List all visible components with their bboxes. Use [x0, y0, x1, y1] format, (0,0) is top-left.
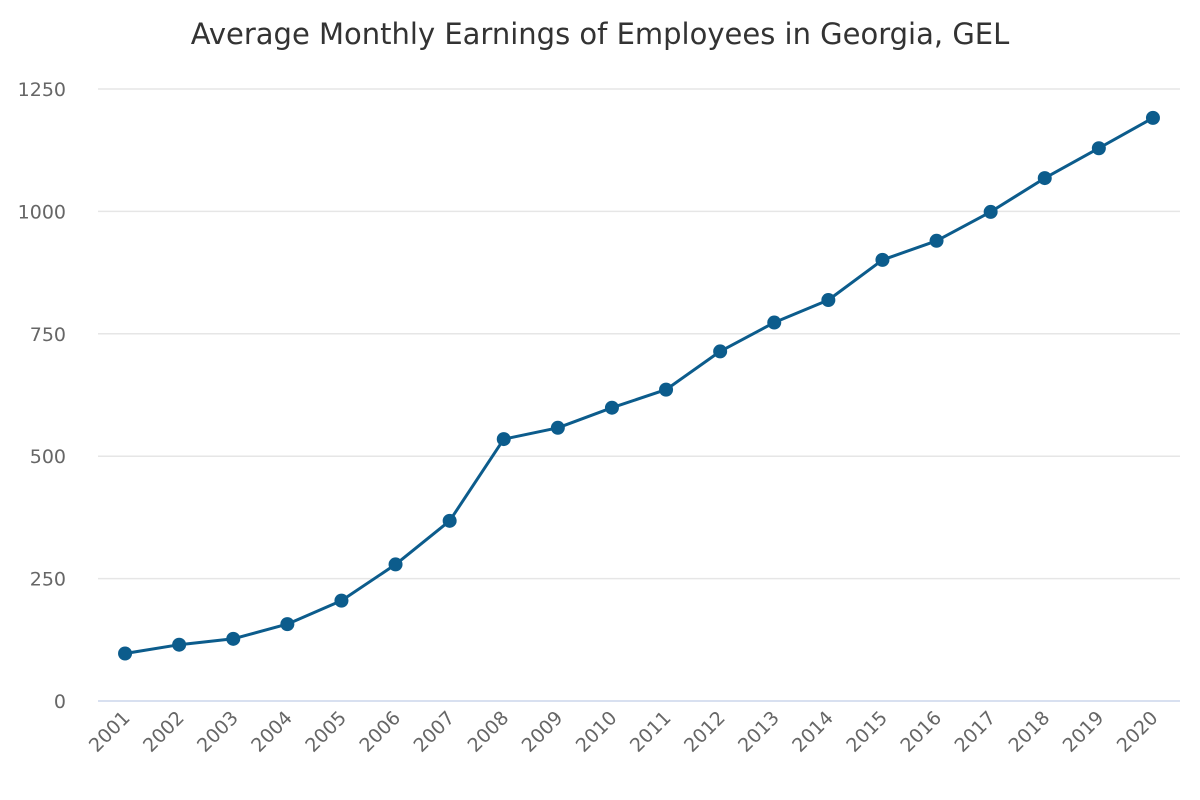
y-tick-label: 0: [54, 691, 66, 713]
y-tick-label: 250: [30, 569, 66, 591]
data-point-2013[interactable]: [767, 315, 782, 330]
x-tick-label: 2007: [409, 707, 459, 757]
data-point-2014[interactable]: [821, 293, 836, 308]
data-point-2004[interactable]: [280, 617, 295, 632]
series-line: [123, 116, 1155, 655]
y-tick-label: 500: [30, 446, 66, 468]
data-point-2012[interactable]: [713, 344, 728, 359]
x-tick-label: 2001: [85, 707, 135, 757]
data-point-2010[interactable]: [604, 400, 619, 415]
x-tick-label: 2015: [842, 707, 892, 757]
data-point-2002[interactable]: [172, 637, 187, 652]
data-point-2015[interactable]: [875, 252, 890, 267]
data-point-2003[interactable]: [226, 631, 241, 646]
data-point-2016[interactable]: [929, 233, 944, 248]
x-axis-ticks: 2001 2002 2003 2004 2005 2006 2007 2008 2009 2010…: [85, 707, 1163, 757]
y-tick-label: 1000: [18, 201, 66, 223]
gridlines: [98, 88, 1180, 580]
data-point-2001[interactable]: [118, 646, 133, 661]
y-tick-label: 1250: [18, 79, 66, 101]
x-tick-label: 2012: [680, 707, 730, 757]
data-point-2011[interactable]: [659, 382, 674, 397]
series-layer: [118, 110, 1160, 661]
x-tick-label: 2003: [193, 707, 243, 757]
data-point-2008[interactable]: [496, 432, 511, 447]
x-tick-label: 2018: [1005, 707, 1055, 757]
data-point-2007[interactable]: [442, 513, 457, 528]
x-tick-label: 2009: [518, 707, 568, 757]
x-tick-label: 2016: [896, 707, 946, 757]
data-point-2018[interactable]: [1037, 171, 1052, 186]
data-point-2019[interactable]: [1091, 141, 1106, 156]
x-tick-label: 2006: [355, 707, 405, 757]
data-point-2006[interactable]: [388, 557, 403, 572]
x-tick-label: 2008: [464, 707, 514, 757]
data-point-2017[interactable]: [983, 204, 998, 219]
data-point-2009[interactable]: [550, 420, 565, 435]
x-tick-label: 2011: [626, 707, 676, 757]
x-tick-label: 2005: [301, 707, 351, 757]
x-tick-label: 2004: [247, 707, 297, 757]
x-tick-label: 2014: [788, 707, 838, 757]
x-tick-label: 2020: [1113, 707, 1163, 757]
x-tick-label: 2019: [1059, 707, 1109, 757]
x-tick-label: 2002: [139, 707, 189, 757]
x-tick-label: 2010: [572, 707, 622, 757]
data-point-2020[interactable]: [1145, 110, 1160, 125]
x-tick-label: 2017: [950, 707, 1000, 757]
data-point-2005[interactable]: [334, 593, 349, 608]
y-axis-ticks: 0 250 500 750 1000 1250: [18, 79, 66, 713]
chart-title: Average Monthly Earnings of Employees in…: [191, 17, 1010, 51]
x-tick-label: 2013: [734, 707, 784, 757]
y-tick-label: 750: [30, 324, 66, 346]
